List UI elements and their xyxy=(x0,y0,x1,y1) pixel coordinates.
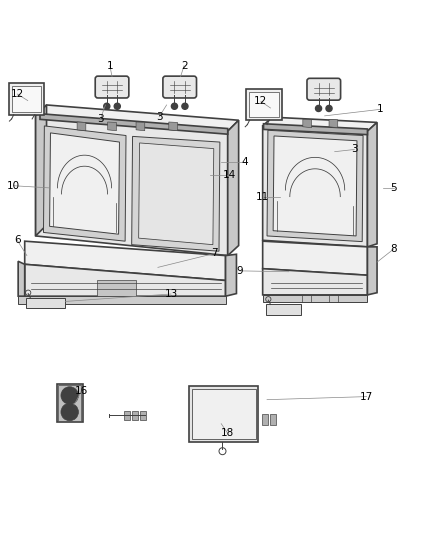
Circle shape xyxy=(64,390,75,401)
Circle shape xyxy=(315,106,321,111)
Polygon shape xyxy=(263,269,367,295)
Polygon shape xyxy=(192,389,256,439)
FancyBboxPatch shape xyxy=(95,76,129,98)
Text: 18: 18 xyxy=(221,429,234,438)
Polygon shape xyxy=(40,114,228,134)
Text: 16: 16 xyxy=(75,386,88,396)
Polygon shape xyxy=(228,120,239,256)
Circle shape xyxy=(67,393,72,398)
Polygon shape xyxy=(266,304,301,314)
Polygon shape xyxy=(25,241,226,280)
Polygon shape xyxy=(226,254,237,296)
Text: 17: 17 xyxy=(360,392,373,401)
Polygon shape xyxy=(18,261,25,296)
Polygon shape xyxy=(57,384,83,422)
Polygon shape xyxy=(132,410,138,420)
Text: 11: 11 xyxy=(256,192,269,201)
Text: 3: 3 xyxy=(97,115,103,124)
FancyBboxPatch shape xyxy=(307,78,341,100)
Polygon shape xyxy=(18,296,226,304)
Polygon shape xyxy=(136,122,145,131)
Text: 9: 9 xyxy=(237,266,243,276)
Circle shape xyxy=(61,387,78,404)
Text: 10: 10 xyxy=(7,181,20,191)
Polygon shape xyxy=(270,414,276,425)
Text: 8: 8 xyxy=(390,244,397,254)
Polygon shape xyxy=(97,280,136,296)
Polygon shape xyxy=(77,122,86,131)
Polygon shape xyxy=(139,143,214,245)
Polygon shape xyxy=(35,116,228,256)
Text: 13: 13 xyxy=(164,289,177,299)
Text: 7: 7 xyxy=(211,248,218,259)
Polygon shape xyxy=(329,119,338,128)
Polygon shape xyxy=(25,264,226,296)
Polygon shape xyxy=(263,295,367,302)
Text: 3: 3 xyxy=(351,144,358,155)
Polygon shape xyxy=(169,122,177,131)
Text: 12: 12 xyxy=(254,96,268,107)
Circle shape xyxy=(114,103,120,109)
Polygon shape xyxy=(12,86,41,111)
Polygon shape xyxy=(9,83,44,115)
Polygon shape xyxy=(262,414,268,425)
Text: 14: 14 xyxy=(223,170,237,180)
Polygon shape xyxy=(263,126,367,247)
Text: 5: 5 xyxy=(390,183,397,193)
Circle shape xyxy=(171,103,177,109)
Polygon shape xyxy=(58,385,81,421)
Polygon shape xyxy=(124,410,130,420)
Polygon shape xyxy=(35,105,239,131)
Polygon shape xyxy=(140,410,146,420)
Circle shape xyxy=(182,103,188,109)
Polygon shape xyxy=(273,136,357,236)
Polygon shape xyxy=(367,247,377,295)
Text: 2: 2 xyxy=(181,61,187,71)
Polygon shape xyxy=(49,133,120,234)
Polygon shape xyxy=(246,89,283,120)
Polygon shape xyxy=(367,123,377,247)
Polygon shape xyxy=(267,130,363,241)
Circle shape xyxy=(64,406,75,418)
Polygon shape xyxy=(263,117,377,131)
Polygon shape xyxy=(132,136,220,251)
Text: 12: 12 xyxy=(11,89,24,99)
Polygon shape xyxy=(189,386,258,442)
Circle shape xyxy=(61,403,78,421)
FancyBboxPatch shape xyxy=(163,76,197,98)
Polygon shape xyxy=(108,122,117,131)
Polygon shape xyxy=(263,241,367,275)
Polygon shape xyxy=(35,105,46,236)
Circle shape xyxy=(67,410,72,414)
Polygon shape xyxy=(26,298,65,308)
Text: 1: 1 xyxy=(106,61,113,71)
Text: 6: 6 xyxy=(14,235,21,245)
Text: 3: 3 xyxy=(156,112,162,122)
Polygon shape xyxy=(249,92,279,117)
Circle shape xyxy=(326,106,332,111)
Text: 1: 1 xyxy=(377,104,384,114)
Polygon shape xyxy=(303,119,311,128)
Polygon shape xyxy=(264,124,367,135)
Text: 4: 4 xyxy=(242,157,248,167)
Circle shape xyxy=(104,103,110,109)
Polygon shape xyxy=(43,126,126,241)
